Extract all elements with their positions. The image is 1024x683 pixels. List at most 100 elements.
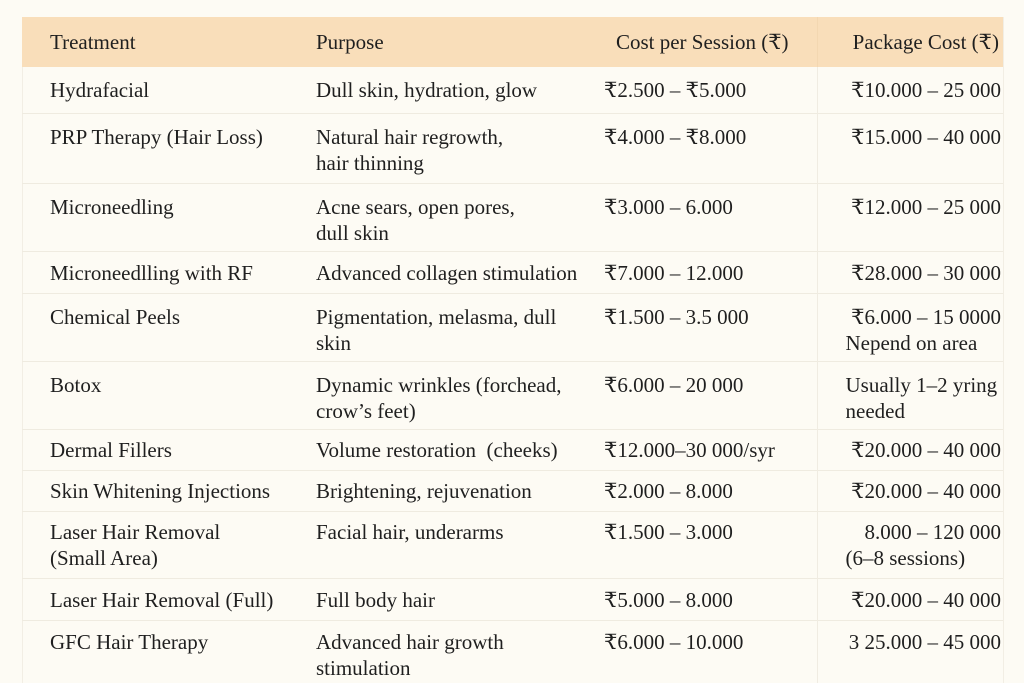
package-cost-cell: ₹28.000 – 30 000 — [816, 250, 1003, 293]
table-right-border — [1003, 17, 1004, 683]
purpose-cell: Volume restoration (cheeks) — [300, 428, 588, 470]
cost-per-session-cell: ₹1.500 – 3.000 — [588, 510, 817, 578]
treatment-name: Microneedlling with RF — [50, 260, 253, 285]
cost-per-session-cell: ₹2.000 – 8.000 — [588, 469, 817, 511]
treatment-name: Microneedling — [50, 194, 174, 219]
treatment-name: Chemical Peels — [50, 304, 181, 329]
table-row: GFC Hair Therapy Advanced hair growth sti… — [22, 619, 1003, 683]
cost-per-session-value: ₹4.000 – ₹8.000 — [604, 124, 747, 149]
purpose-cell: Brightening, rejuvenation — [300, 469, 588, 511]
purpose-text: Advanced collagen stimulation — [316, 260, 578, 285]
treatment-name: Laser Hair Removal (Full) — [50, 587, 274, 612]
cost-per-session-cell: ₹4.000 – ₹8.000 — [588, 112, 817, 183]
header-cost-per-session: Cost per Session (₹) — [615, 30, 789, 54]
purpose-text-line2: stimulation — [316, 655, 411, 680]
treatment-name: Botox — [50, 372, 102, 397]
package-cost-cell: Usually 1–2 yring needed — [816, 360, 1003, 429]
purpose-cell: Facial hair, underarms — [300, 510, 588, 578]
package-cost-cell: ₹10.000 – 25 000 — [816, 67, 1003, 113]
treatment-cell: Microneedling — [22, 182, 300, 251]
package-cost-cell: 8.000 – 120 000 (6–8 sessions) — [816, 510, 1003, 578]
package-cost-cell: ₹20.000 – 40 000 — [816, 428, 1003, 470]
header-treatment: Treatment — [50, 30, 136, 54]
cost-per-session-value: ₹6.000 – 20 000 — [604, 372, 744, 397]
package-cost-cell: ₹6.000 – 15 0000 Nepend on area — [816, 292, 1003, 361]
cost-per-session-cell: ₹5.000 – 8.000 — [588, 577, 817, 620]
purpose-text: Pigmentation, melasma, dull — [316, 304, 557, 329]
treatment-cell: Laser Hair Removal (Full) — [22, 577, 300, 620]
purpose-text: Advanced hair growth — [316, 629, 504, 654]
cost-per-session-value: ₹2.000 – 8.000 — [604, 478, 733, 503]
cost-per-session-value: ₹6.000 – 10.000 — [604, 629, 744, 654]
purpose-text-line2: crow’s feet) — [316, 398, 416, 423]
purpose-cell: Acne sears, open pores, dull skin — [300, 182, 588, 251]
treatment-name: GFC Hair Therapy — [50, 629, 209, 654]
package-cost-value: ₹12.000 – 25 000 — [851, 194, 1001, 219]
purpose-cell: Advanced collagen stimulation — [300, 250, 588, 293]
table-row: Hydrafacial Dull skin, hydration, glow ₹… — [22, 67, 1003, 113]
package-cost-cell: 3 25.000 – 45 000 — [816, 619, 1003, 683]
purpose-text-line2: skin — [316, 330, 352, 355]
package-cost-value: 8.000 – 120 000 — [864, 519, 1002, 544]
table-row: Microneedling Acne sears, open pores, dul… — [22, 182, 1003, 251]
purpose-text: Acne sears, open pores, — [316, 194, 515, 219]
package-cost-cell: ₹12.000 – 25 000 — [816, 182, 1003, 251]
treatment-cost-table: Treatment Purpose Cost per Session (₹) P… — [22, 17, 1003, 683]
treatment-name: Laser Hair Removal — [50, 519, 221, 544]
package-cost-value: 3 25.000 – 45 000 — [848, 629, 1001, 654]
package-cost-value: ₹20.000 – 40 000 — [851, 437, 1001, 462]
treatment-cell: Botox — [22, 360, 300, 429]
cost-per-session-value: ₹1.500 – 3.5 000 — [604, 304, 749, 329]
purpose-text: Full body hair — [316, 587, 435, 612]
purpose-text-line2: dull skin — [316, 220, 389, 245]
package-cost-cell: ₹20.000 – 40 000 — [816, 577, 1003, 620]
purpose-text-line2: hair thinning — [316, 150, 424, 175]
cost-per-session-value: ₹3.000 – 6.000 — [604, 194, 733, 219]
cost-per-session-cell: ₹7.000 – 12.000 — [588, 250, 817, 293]
treatment-cell: Dermal Fillers — [22, 428, 300, 470]
purpose-text: Brightening, rejuvenation — [316, 478, 532, 503]
purpose-text: Facial hair, underarms — [316, 519, 504, 544]
header-package-cost: Package Cost (₹) — [816, 17, 1003, 67]
package-cost-value: ₹15.000 – 40 000 — [851, 124, 1001, 149]
cost-per-session-value: ₹1.500 – 3.000 — [604, 519, 733, 544]
treatment-cell: PRP Therapy (Hair Loss) — [22, 112, 300, 183]
treatment-name: Skin Whitening Injections — [50, 478, 271, 503]
purpose-cell: Dull skin, hydration, glow — [300, 67, 588, 113]
purpose-text: Natural hair regrowth, — [316, 124, 504, 149]
package-cost-value: ₹20.000 – 40 000 — [851, 587, 1001, 612]
table-row: Dermal Fillers Volume restoration (cheek… — [22, 428, 1003, 470]
treatment-cell: Microneedlling with RF — [22, 250, 300, 293]
table-header-row: Treatment Purpose Cost per Session (₹) P… — [22, 17, 1003, 67]
package-cost-note: (6–8 sessions) — [845, 545, 966, 570]
treatment-cell: Hydrafacial — [22, 67, 300, 113]
package-cost-cell: ₹15.000 – 40 000 — [816, 112, 1003, 183]
purpose-cell: Advanced hair growth stimulation — [300, 619, 588, 683]
cost-per-session-cell: ₹6.000 – 10.000 — [588, 619, 817, 683]
cost-per-session-value: ₹12.000–30 000/syr — [604, 437, 775, 462]
table-row: Botox Dynamic wrinkles (forchead, crow’s … — [22, 360, 1003, 429]
cost-per-session-value: ₹5.000 – 8.000 — [604, 587, 733, 612]
table-row: PRP Therapy (Hair Loss) Natural hair reg… — [22, 112, 1003, 183]
package-cost-note: needed — [845, 398, 905, 423]
purpose-text: Dull skin, hydration, glow — [316, 78, 538, 102]
purpose-text: Volume restoration (cheeks) — [316, 437, 558, 462]
package-cost-cell: ₹20.000 – 40 000 — [816, 469, 1003, 511]
cost-per-session-cell: ₹1.500 – 3.5 000 — [588, 292, 817, 361]
table-row: Laser Hair Removal (Full) Full body hair… — [22, 577, 1003, 620]
treatment-cell: GFC Hair Therapy — [22, 619, 300, 683]
treatment-name: Hydrafacial — [50, 78, 150, 102]
cost-per-session-value: ₹7.000 – 12.000 — [604, 260, 744, 285]
package-cost-value: ₹10.000 – 25 000 — [851, 78, 1001, 102]
purpose-cell: Natural hair regrowth, hair thinning — [300, 112, 588, 183]
package-cost-value: Usually 1–2 yring — [845, 372, 998, 397]
package-cost-value: ₹6.000 – 15 0000 — [851, 304, 1001, 329]
package-cost-note: Nepend on area — [845, 330, 978, 355]
cost-per-session-cell: ₹6.000 – 20 000 — [588, 360, 817, 429]
cost-per-session-cell: ₹3.000 – 6.000 — [588, 182, 817, 251]
cost-per-session-cell: ₹2.500 – ₹5.000 — [588, 67, 817, 113]
treatment-cell: Skin Whitening Injections — [22, 469, 300, 511]
treatment-name: Dermal Fillers — [50, 437, 172, 462]
treatment-cell: Laser Hair Removal (Small Area) — [22, 510, 300, 578]
header-purpose: Purpose — [316, 30, 384, 54]
